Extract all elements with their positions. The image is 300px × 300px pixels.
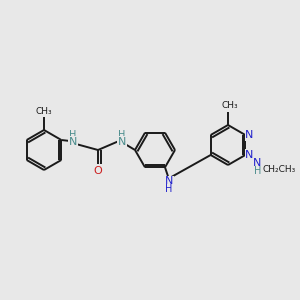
Text: CH₃: CH₃	[36, 107, 52, 116]
Text: N: N	[245, 150, 254, 160]
Text: H: H	[165, 184, 173, 194]
Text: N: N	[69, 137, 77, 147]
Text: N: N	[118, 137, 126, 147]
Text: N: N	[245, 130, 254, 140]
Text: CH₂CH₃: CH₂CH₃	[263, 164, 296, 173]
Text: N: N	[253, 158, 262, 168]
Text: N: N	[165, 176, 173, 186]
Text: H: H	[118, 130, 126, 140]
Text: O: O	[94, 166, 102, 176]
Text: CH₃: CH₃	[222, 101, 238, 110]
Text: H: H	[69, 130, 77, 140]
Text: H: H	[254, 166, 261, 176]
